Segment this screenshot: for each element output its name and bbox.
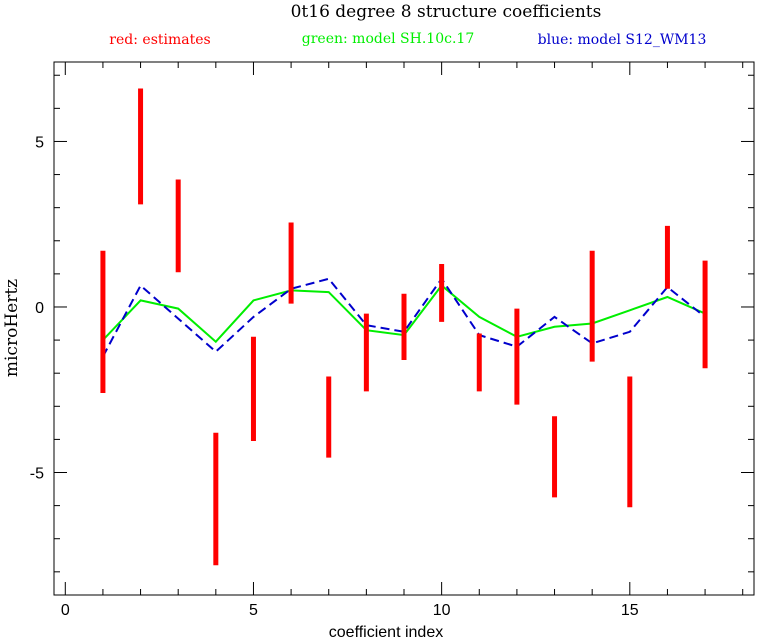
legend-estimates: red: estimates	[109, 32, 210, 48]
estimate-bars	[100, 88, 708, 566]
legend-model-s12: blue: model S12_WM13	[538, 32, 707, 48]
chart-title: 0t16 degree 8 structure coefficients	[291, 2, 602, 22]
axis-ticks	[54, 62, 754, 595]
x-tick-label: 15	[621, 602, 639, 619]
legend-model-sh: green: model SH.10c.17	[302, 31, 474, 47]
x-tick-label: 5	[249, 602, 258, 619]
x-tick-label: 10	[433, 602, 451, 619]
y-tick-label: -5	[30, 466, 44, 483]
y-tick-label: 5	[35, 134, 44, 151]
tick-labels: 0 5 10 15 -5 0 5	[30, 134, 639, 619]
y-tick-label: 0	[35, 300, 44, 317]
x-tick-label: 0	[61, 602, 70, 619]
x-axis-label: coefficient index	[329, 624, 443, 641]
y-axis-label: microHertz	[2, 279, 22, 377]
